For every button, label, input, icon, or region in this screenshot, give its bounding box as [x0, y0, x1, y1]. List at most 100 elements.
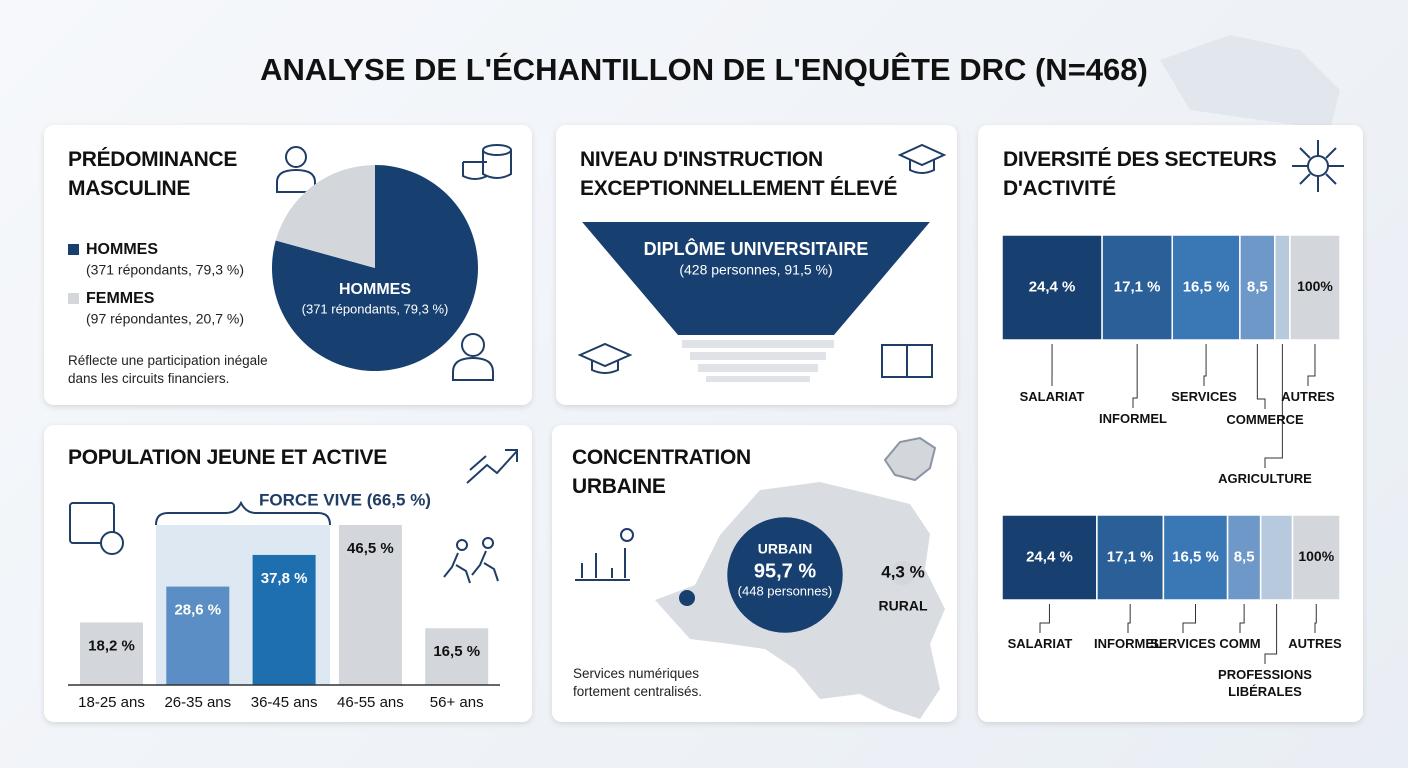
pie-slice	[275, 165, 375, 268]
end-label: 100%	[1298, 548, 1334, 564]
bubble-value: 95,7 %	[754, 560, 816, 582]
legend-label: FEMMES	[86, 290, 155, 307]
icon-growth	[466, 449, 518, 484]
icon-city	[575, 548, 630, 581]
x-tick-label: 18-25 ans	[78, 694, 145, 711]
brace	[155, 500, 331, 526]
leader-line	[1239, 604, 1245, 633]
x-tick-label: 46-55 ans	[337, 694, 404, 711]
leader-line	[1132, 344, 1138, 408]
icon-coins	[462, 150, 512, 180]
funnel-step	[682, 340, 834, 348]
annotation: FORCE VIVE (66,5 %)	[259, 490, 431, 509]
capital-dot	[679, 590, 695, 606]
icon-city	[620, 528, 634, 542]
bar-segment	[1101, 234, 1173, 341]
icon-runner	[443, 552, 471, 584]
bar-value: 18,2 %	[88, 637, 135, 654]
legend-swatch	[68, 244, 79, 255]
category-label: AUTRES	[1281, 389, 1335, 404]
bar	[252, 554, 316, 685]
bar	[80, 622, 143, 685]
funnel-step	[698, 364, 818, 372]
bar-segment	[1001, 234, 1103, 341]
icon-man	[276, 168, 316, 193]
bg-shape	[1160, 35, 1340, 130]
category-label: AUTRES	[1288, 636, 1342, 651]
category-label: PROFESSIONS LIBÉRALES	[1218, 667, 1312, 699]
bar-segment	[1162, 514, 1229, 601]
note: Réflecte une participation inégale dans …	[68, 353, 268, 386]
segment-label: 8,5	[1247, 278, 1268, 295]
category-label: COMMERCE	[1226, 412, 1304, 427]
legend-detail: (371 répondants, 79,3 %)	[86, 262, 244, 278]
panel-title: POPULATION JEUNE ET ACTIVE	[68, 446, 387, 469]
category-label: COMM	[1219, 636, 1261, 651]
slice-detail: (371 répondants, 79,3 %)	[302, 301, 449, 316]
category-label: SALARIAT	[1019, 389, 1085, 404]
panel-title: DIVERSITÉ DES SECTEURS D'ACTIVITÉ	[1003, 148, 1277, 200]
segment-label: 24,4 %	[1026, 548, 1073, 565]
panel-title: PRÉDOMINANCE MASCULINE	[68, 148, 238, 200]
icon-woman	[461, 333, 485, 357]
funnel-step	[706, 376, 810, 382]
bar-value: 37,8 %	[261, 570, 308, 587]
leader-line	[1182, 604, 1197, 633]
icon-network	[1292, 140, 1344, 192]
bar	[425, 628, 489, 685]
leader-line	[1314, 604, 1317, 633]
bar-segment	[1259, 514, 1294, 601]
icon-book	[881, 344, 933, 378]
bar-segment	[1291, 514, 1341, 601]
legend-detail: (97 répondantes, 20,7 %)	[86, 311, 244, 327]
segment-label: 17,1 %	[1114, 278, 1161, 295]
icon-runner	[482, 537, 494, 549]
category-label: AGRICULTURE	[1218, 471, 1312, 486]
category-label: SERVICES	[1171, 389, 1237, 404]
category-label: SALARIAT	[1007, 636, 1073, 651]
bar-segment	[1274, 234, 1291, 341]
legend-label: HOMMES	[86, 241, 158, 258]
icon-woman	[452, 356, 494, 381]
funnel	[582, 222, 930, 335]
bar-value: 46,5 %	[347, 540, 394, 557]
bar-segment	[1239, 234, 1276, 341]
bar-segment	[1289, 234, 1341, 341]
segment-label: 16,5 %	[1183, 278, 1230, 295]
page-title: ANALYSE DE L'ÉCHANTILLON DE L'ENQUÊTE DR…	[260, 51, 1148, 87]
leader-line	[1127, 604, 1131, 633]
bar-segment	[1096, 514, 1165, 601]
icon-runner	[456, 539, 468, 551]
leader-line	[1256, 344, 1266, 409]
bubble-value: 4,3 %	[881, 562, 924, 581]
category-label: INFORMEL	[1094, 636, 1162, 651]
leader-line	[1264, 344, 1283, 468]
legend-swatch	[68, 293, 79, 304]
bubble	[890, 560, 916, 586]
icon-cap	[897, 143, 947, 174]
segment-label: 16,5 %	[1172, 548, 1219, 565]
bar-value: 16,5 %	[433, 643, 480, 660]
funnel-step	[690, 352, 826, 360]
leader-line	[1203, 344, 1207, 386]
segment-label: 17,1 %	[1107, 548, 1154, 565]
x-tick-label: 56+ ans	[430, 694, 484, 711]
icon-runner	[471, 550, 499, 582]
bar-segment	[1171, 234, 1241, 341]
funnel-steps	[682, 340, 834, 382]
icon-map	[883, 436, 937, 482]
end-label: 100%	[1297, 278, 1333, 294]
bubble-detail: (448 personnes)	[738, 583, 833, 598]
funnel-detail: (428 personnes, 91,5 %)	[679, 262, 832, 278]
bubble-label: URBAIN	[758, 541, 812, 557]
icon-cap	[577, 342, 633, 374]
icon-calendar	[100, 531, 124, 555]
icon-calendar	[69, 502, 115, 544]
x-tick-label: 26-35 ans	[164, 694, 231, 711]
bar-value: 28,6 %	[174, 602, 221, 619]
note: Services numériques fortement centralisé…	[573, 666, 703, 699]
slice-label: HOMMES	[339, 281, 411, 298]
leader-line	[1264, 604, 1278, 664]
segment-label: 8,5	[1234, 548, 1255, 565]
